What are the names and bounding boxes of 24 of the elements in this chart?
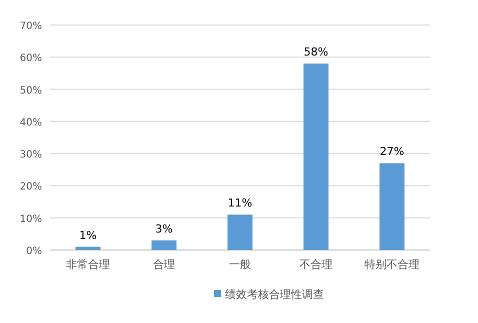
- bar: [380, 163, 404, 250]
- y-tick-label: 0%: [26, 246, 42, 257]
- bar: [304, 64, 328, 250]
- x-tick-label: 非常合理: [66, 258, 110, 271]
- y-tick-label: 40%: [20, 117, 42, 128]
- data-label: 58%: [304, 46, 328, 59]
- legend-label: 绩效考核合理性调查: [225, 288, 324, 301]
- data-label: 1%: [79, 228, 97, 242]
- data-label: 11%: [228, 196, 252, 210]
- y-tick-label: 50%: [20, 85, 42, 96]
- x-tick-label: 不合理: [300, 258, 332, 271]
- bar: [228, 214, 252, 250]
- y-tick-label: 10%: [20, 214, 42, 225]
- data-label: 3%: [155, 222, 173, 236]
- x-tick-label: 特别不合理: [364, 258, 420, 271]
- bar: [152, 240, 176, 250]
- y-tick-label: 20%: [20, 182, 42, 193]
- y-tick-label: 30%: [20, 150, 42, 161]
- y-tick-label: 70%: [20, 21, 42, 32]
- bar: [76, 246, 100, 250]
- x-tick-label: 一般: [229, 258, 251, 271]
- y-tick-label: 60%: [20, 53, 42, 64]
- x-tick-label: 合理: [153, 258, 175, 271]
- data-label: 27%: [380, 145, 404, 158]
